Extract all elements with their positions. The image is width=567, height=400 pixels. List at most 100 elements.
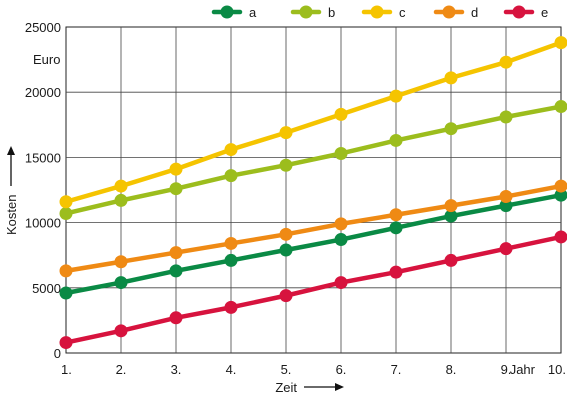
legend-item-b: b: [290, 5, 335, 20]
x-tick-label: 4.: [226, 362, 237, 377]
data-point-d: [279, 227, 293, 241]
data-point-e: [499, 242, 513, 256]
data-point-a: [279, 243, 293, 257]
y-tick-label: 10000: [25, 216, 61, 231]
series-line-a: [63, 192, 564, 296]
data-point-b: [444, 122, 458, 136]
legend-label: c: [399, 5, 406, 20]
data-point-b: [334, 146, 348, 160]
series-line-c: [63, 40, 564, 204]
grid: [65, 26, 562, 354]
legend-item-c: c: [361, 5, 406, 20]
y-tick-label: 20000: [25, 85, 61, 100]
series-b: [59, 100, 567, 220]
data-point-a: [554, 188, 567, 202]
x-axis-label: Zeit: [275, 380, 297, 395]
data-point-c: [59, 195, 73, 209]
data-point-b: [59, 206, 73, 220]
data-point-d: [554, 179, 567, 193]
y-tick-label: 15000: [25, 150, 61, 165]
data-point-b: [554, 100, 567, 114]
data-point-c: [389, 89, 403, 103]
x-axis-ticks: 1. 2. 3. 4. 5. 6. 7. 8. 9. 10.: [61, 362, 566, 377]
data-point-a: [389, 221, 403, 235]
x-tick-label: 2.: [116, 362, 127, 377]
data-point-c: [169, 162, 183, 176]
legend-item-a: a: [211, 5, 257, 20]
data-point-e: [59, 336, 73, 350]
y-axis-label: Kosten: [4, 195, 19, 235]
legend-swatch-marker: [299, 5, 313, 19]
series-c: [59, 36, 567, 209]
series-line-b: [63, 104, 564, 216]
data-point-e: [554, 230, 567, 244]
x-tick-label: 6.: [336, 362, 347, 377]
data-point-c: [444, 71, 458, 85]
x-tick-label: 9.: [501, 362, 512, 377]
data-point-c: [224, 143, 238, 157]
legend-label: a: [249, 5, 257, 20]
x-tick-label: 1.: [61, 362, 72, 377]
data-point-a: [334, 233, 348, 247]
data-point-b: [224, 169, 238, 183]
series-e: [59, 230, 567, 350]
plot-frame: [65, 26, 562, 354]
data-point-a: [169, 264, 183, 278]
legend-swatch-marker: [512, 5, 526, 19]
data-point-d: [389, 208, 403, 222]
data-point-d: [444, 199, 458, 213]
legend-swatch-marker: [220, 5, 234, 19]
y-tick-label: 25000: [25, 20, 61, 35]
legend-item-e: e: [503, 5, 548, 20]
legend-swatch-marker: [370, 5, 384, 19]
y-axis-ticks: 0 5000 10000 15000 20000 25000: [25, 20, 61, 361]
legend: a b c d e: [211, 5, 548, 20]
x-tick-label: 3.: [171, 362, 182, 377]
series-lines: [59, 36, 567, 350]
y-unit-label: Euro: [33, 52, 60, 67]
data-point-e: [334, 276, 348, 290]
x-tick-label: 10.: [548, 362, 566, 377]
data-point-d: [334, 217, 348, 231]
data-point-e: [224, 300, 238, 314]
legend-label: e: [541, 5, 548, 20]
y-tick-label: 5000: [32, 281, 61, 296]
data-point-d: [114, 255, 128, 269]
data-point-c: [114, 179, 128, 193]
data-point-b: [279, 158, 293, 172]
x-tick-label: 8.: [446, 362, 457, 377]
data-point-c: [554, 36, 567, 50]
data-point-b: [114, 193, 128, 207]
data-point-a: [444, 209, 458, 223]
legend-swatch-marker: [442, 5, 456, 19]
data-point-d: [499, 190, 513, 204]
data-point-e: [279, 289, 293, 303]
y-tick-label: 0: [54, 346, 61, 361]
data-point-a: [59, 286, 73, 300]
data-point-a: [499, 199, 513, 213]
legend-label: b: [328, 5, 335, 20]
x-axis-title: Zeit: [275, 380, 344, 395]
data-point-e: [114, 324, 128, 338]
data-point-d: [59, 264, 73, 278]
series-line-e: [63, 234, 564, 345]
legend-label: d: [471, 5, 478, 20]
data-point-c: [334, 107, 348, 121]
x-axis-arrow-head: [335, 383, 344, 391]
data-point-a: [114, 276, 128, 290]
data-point-b: [169, 182, 183, 196]
series-d: [59, 179, 567, 278]
x-tick-label: 7.: [391, 362, 402, 377]
x-axis-last-suffix: Jahr: [510, 362, 536, 377]
y-axis-title: Kosten: [4, 146, 19, 235]
data-point-e: [169, 311, 183, 325]
data-point-e: [444, 253, 458, 267]
series-line-d: [63, 183, 564, 274]
data-point-b: [499, 110, 513, 124]
x-tick-label: 5.: [281, 362, 292, 377]
y-axis-arrow-head: [7, 146, 15, 155]
data-point-c: [279, 126, 293, 140]
legend-item-d: d: [433, 5, 478, 20]
data-point-e: [389, 265, 403, 279]
